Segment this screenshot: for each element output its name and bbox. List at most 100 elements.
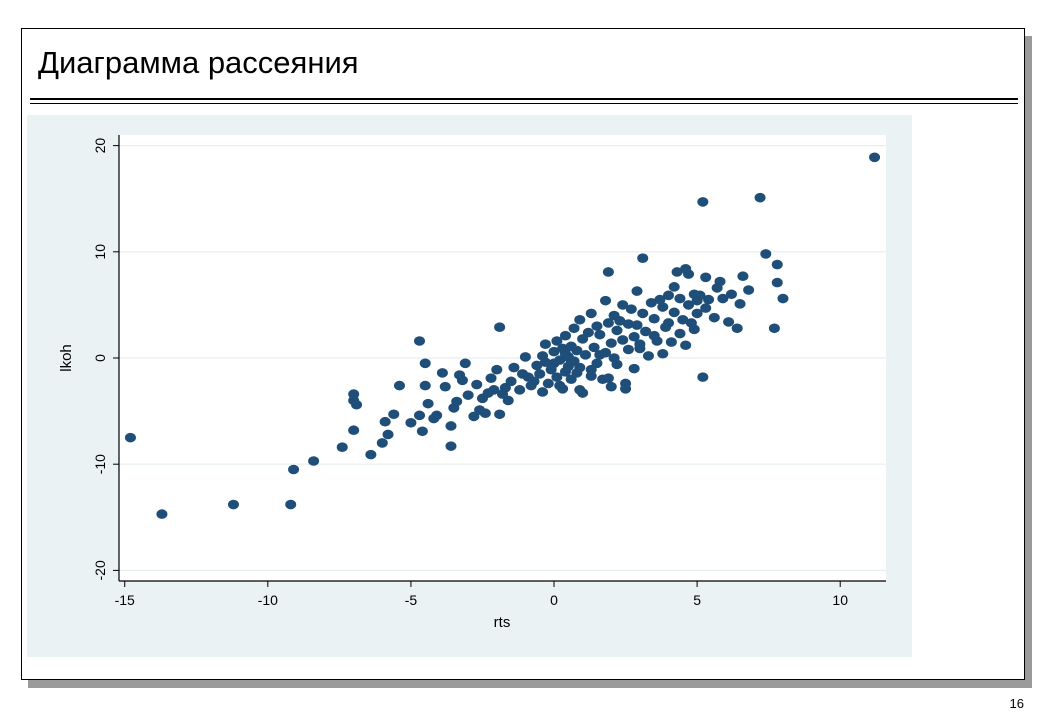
data-point: [697, 372, 709, 382]
data-point: [559, 348, 571, 359]
data-point: [393, 380, 405, 391]
data-point: [700, 272, 712, 283]
data-point: [683, 300, 695, 310]
x-tick-label: -10: [258, 592, 278, 608]
data-point: [703, 294, 715, 305]
data-point: [714, 276, 726, 287]
data-point: [531, 360, 543, 371]
data-point: [471, 379, 483, 390]
data-point: [605, 381, 617, 392]
data-point: [631, 320, 643, 330]
data-point: [605, 338, 617, 348]
data-point: [737, 271, 749, 282]
data-point: [697, 197, 709, 207]
data-point: [414, 336, 426, 346]
data-point: [602, 318, 614, 328]
data-point: [376, 438, 388, 448]
title-rule-thin: [30, 103, 1018, 104]
x-tick-label: 5: [693, 592, 701, 608]
data-point: [574, 314, 586, 325]
data-point: [671, 267, 683, 277]
data-point: [388, 409, 400, 420]
data-point: [594, 350, 606, 360]
data-point: [688, 324, 700, 335]
data-point: [665, 337, 677, 347]
data-point: [456, 375, 468, 386]
data-point: [565, 357, 577, 368]
data-point: [571, 345, 583, 356]
data-point: [594, 329, 606, 340]
data-point: [725, 289, 737, 300]
data-point: [227, 499, 239, 510]
data-point: [637, 308, 649, 319]
data-point: [534, 369, 546, 379]
data-point: [445, 421, 457, 431]
data-point: [559, 330, 571, 341]
data-point: [416, 426, 428, 437]
data-point: [771, 259, 783, 270]
data-point: [574, 362, 586, 373]
data-point: [479, 408, 491, 419]
data-point: [743, 285, 755, 295]
data-point: [419, 358, 431, 369]
data-points: [124, 152, 881, 519]
grid-lines: [119, 145, 886, 571]
data-point: [694, 290, 706, 301]
data-point: [508, 362, 520, 373]
data-point: [637, 253, 649, 263]
data-point: [405, 417, 417, 428]
data-point: [657, 302, 669, 312]
data-point: [622, 319, 634, 329]
data-point: [419, 380, 431, 391]
data-point: [640, 326, 652, 337]
data-point: [351, 399, 363, 410]
data-point: [485, 373, 497, 383]
data-point: [620, 383, 632, 394]
data-point: [585, 308, 597, 319]
data-point: [288, 464, 300, 475]
data-point: [680, 340, 692, 351]
y-tick-label: 20: [92, 138, 108, 154]
title-rule-thick: [30, 98, 1018, 100]
data-point: [539, 339, 551, 349]
data-point: [617, 335, 629, 345]
data-point: [551, 372, 563, 382]
data-point: [579, 350, 591, 360]
data-point: [502, 395, 514, 406]
data-point: [608, 353, 620, 363]
data-point: [519, 352, 531, 362]
data-point: [662, 318, 674, 328]
scatter-chart: -15 -10 -5 0 5 10 -20 -10 0 10 20 rts lkoh: [58, 135, 886, 631]
data-point: [436, 368, 448, 378]
data-point: [422, 398, 434, 409]
data-point: [760, 249, 772, 259]
data-point: [124, 432, 136, 443]
data-point: [674, 328, 686, 339]
data-point: [459, 358, 471, 369]
data-point: [448, 403, 460, 413]
data-point: [514, 385, 526, 395]
data-point: [654, 294, 666, 305]
y-tick-label: 0: [92, 354, 108, 362]
data-point: [611, 325, 623, 336]
page-number: 16: [1009, 696, 1024, 711]
data-point: [662, 290, 674, 301]
data-point: [677, 314, 689, 325]
data-point: [731, 323, 743, 334]
data-point: [723, 317, 735, 327]
data-point: [642, 351, 654, 361]
x-tick-label: 10: [832, 592, 848, 608]
chart-area: -15 -10 -5 0 5 10 -20 -10 0 10 20 rts lkoh: [27, 115, 912, 657]
data-point: [657, 348, 669, 359]
data-point: [574, 385, 586, 395]
data-point: [691, 308, 703, 319]
data-point: [588, 342, 600, 353]
data-point: [602, 267, 614, 277]
data-point: [582, 327, 594, 338]
data-point: [542, 378, 554, 389]
data-point: [348, 425, 360, 436]
data-point: [631, 286, 643, 296]
data-point: [537, 387, 549, 397]
data-point: [771, 277, 783, 288]
data-point: [156, 509, 168, 519]
